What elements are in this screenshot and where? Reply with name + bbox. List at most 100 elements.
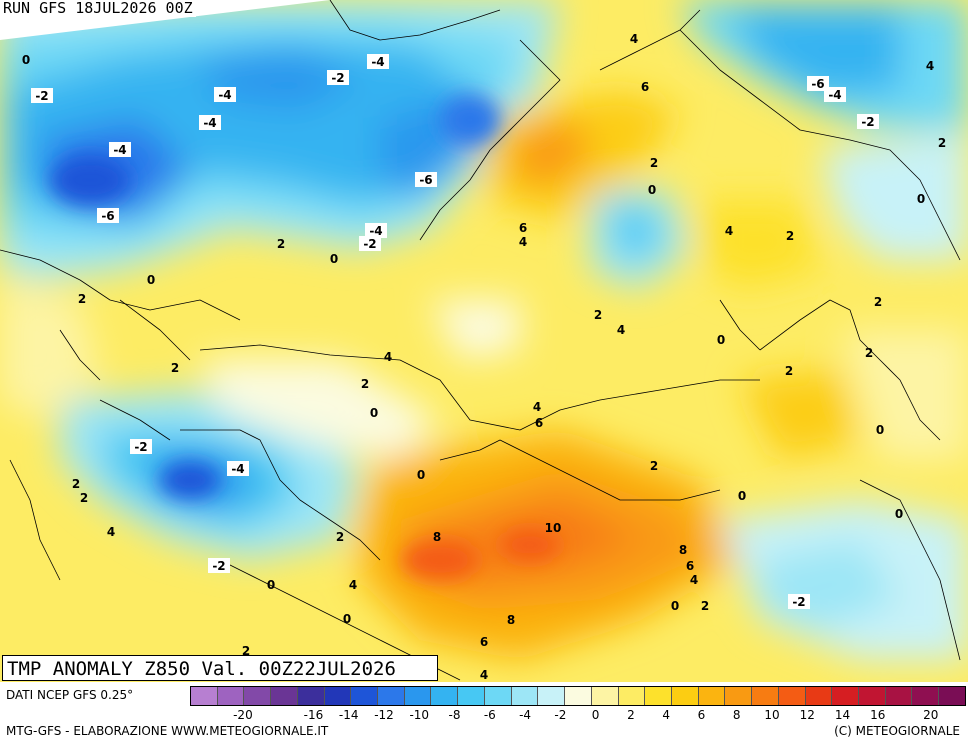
svg-text:0: 0 — [648, 183, 656, 197]
svg-text:-6: -6 — [419, 173, 432, 187]
anomaly-value-label: 2 — [171, 361, 179, 375]
svg-text:2: 2 — [171, 361, 179, 375]
anomaly-value-label: 10 — [545, 521, 562, 535]
svg-text:2: 2 — [78, 292, 86, 306]
anomaly-value-label: 2 — [336, 530, 344, 544]
anomaly-value-label: 0 — [330, 252, 338, 266]
svg-text:-2: -2 — [363, 237, 376, 251]
color-scale-label: 16 — [870, 708, 886, 722]
anomaly-value-label: -4 — [365, 223, 387, 238]
anomaly-value-label: -2 — [327, 70, 349, 85]
svg-text:6: 6 — [519, 221, 527, 235]
svg-text:0: 0 — [22, 53, 30, 67]
data-source: DATI NCEP GFS 0.25° — [6, 688, 134, 702]
color-scale-cell — [671, 687, 699, 705]
color-scale-label: 8 — [732, 708, 741, 722]
anomaly-value-label: -6 — [415, 172, 437, 187]
svg-text:10: 10 — [545, 521, 562, 535]
anomaly-value-label: -2 — [130, 439, 152, 454]
svg-text:2: 2 — [650, 459, 658, 473]
svg-text:0: 0 — [330, 252, 338, 266]
anomaly-value-label: 8 — [433, 530, 441, 544]
anomaly-value-label: -2 — [788, 594, 810, 609]
svg-text:0: 0 — [147, 273, 155, 287]
svg-text:4: 4 — [617, 323, 625, 337]
anomaly-value-label: 4 — [690, 573, 698, 587]
color-scale-label: -4 — [519, 708, 532, 722]
svg-text:2: 2 — [336, 530, 344, 544]
color-scale-cell — [378, 687, 405, 705]
svg-text:0: 0 — [917, 192, 925, 206]
anomaly-value-label: -2 — [31, 88, 53, 103]
anomaly-value-label: 4 — [725, 224, 733, 238]
anomaly-value-label: 0 — [917, 192, 925, 206]
svg-text:8: 8 — [507, 613, 515, 627]
color-scale-label: 20 — [923, 708, 939, 722]
color-scale-cell — [805, 687, 833, 705]
svg-text:-4: -4 — [369, 224, 382, 238]
anomaly-value-label: 2 — [865, 346, 873, 360]
color-scale-cell — [404, 687, 432, 705]
svg-text:8: 8 — [679, 543, 687, 557]
svg-text:6: 6 — [686, 559, 694, 573]
color-scale-cell — [217, 687, 245, 705]
anomaly-value-label: -4 — [824, 87, 846, 102]
svg-text:2: 2 — [701, 599, 709, 613]
anomaly-value-label: 2 — [78, 292, 86, 306]
svg-text:-4: -4 — [231, 462, 244, 476]
anomaly-value-label: 4 — [480, 668, 488, 682]
copyright-text: (C) METEOGIORNALE — [834, 724, 960, 738]
anomaly-value-label: -6 — [97, 208, 119, 223]
color-scale-labels: -20 -16 -14 -12 -10 -8 -6 -4 -2 0 2 4 6 8 10 12 14 16 20 — [190, 708, 966, 722]
run-label: RUN GFS 18JUL2026 00Z — [0, 0, 196, 17]
color-scale — [190, 686, 966, 706]
svg-text:2: 2 — [72, 477, 80, 491]
color-scale-cell — [591, 687, 619, 705]
color-scale-cell — [458, 687, 485, 705]
color-scale-label: 12 — [799, 708, 815, 722]
anomaly-value-label: 6 — [535, 416, 543, 430]
color-scale-cell — [191, 687, 218, 705]
svg-text:-2: -2 — [861, 115, 874, 129]
anomaly-value-label: 2 — [361, 377, 369, 391]
color-scale-cell — [511, 687, 539, 705]
anomaly-value-label: 0 — [370, 406, 378, 420]
color-scale-cell — [645, 687, 672, 705]
svg-text:6: 6 — [535, 416, 543, 430]
svg-text:-6: -6 — [101, 209, 114, 223]
anomaly-value-label: -4 — [199, 115, 221, 130]
anomaly-value-label: -2 — [208, 558, 230, 573]
color-scale-cell — [832, 687, 859, 705]
color-scale-cell — [324, 687, 352, 705]
anomaly-value-label: 2 — [786, 229, 794, 243]
anomaly-value-label: 4 — [107, 525, 115, 539]
svg-text:4: 4 — [533, 400, 541, 414]
color-scale-cell — [912, 687, 940, 705]
color-scale-label: -6 — [483, 708, 496, 722]
svg-text:2: 2 — [938, 136, 946, 150]
svg-text:2: 2 — [594, 308, 602, 322]
color-scale-label: -10 — [409, 708, 430, 722]
anomaly-value-label: -2 — [857, 114, 879, 129]
svg-text:0: 0 — [671, 599, 679, 613]
anomaly-value-label: 4 — [630, 32, 638, 46]
anomaly-value-label: 0 — [895, 507, 903, 521]
temperature-anomaly-map: 0 -2 -4 -2 -4 -4 4 6 -6 -4 4 -2 2 -4 -6 2 0 0 -6 -4 -2 2 0 6 4 4 2… — [0, 0, 968, 682]
anomaly-value-label: 4 — [384, 350, 392, 364]
svg-text:-4: -4 — [218, 88, 231, 102]
anomaly-value-label: 2 — [785, 364, 793, 378]
color-scale-label: -14 — [338, 708, 359, 722]
color-scale-cell — [538, 687, 566, 705]
anomaly-value-label: 0 — [648, 183, 656, 197]
svg-text:0: 0 — [717, 333, 725, 347]
anomaly-value-label: 2 — [650, 459, 658, 473]
anomaly-value-label: 0 — [267, 578, 275, 592]
svg-text:8: 8 — [433, 530, 441, 544]
anomaly-value-label: 4 — [519, 235, 527, 249]
svg-text:0: 0 — [417, 468, 425, 482]
color-scale-label: -20 — [233, 708, 253, 722]
map-title: TMP ANOMALY Z850 Val. 00Z22JUL2026 — [2, 655, 438, 681]
anomaly-value-label: 4 — [349, 578, 357, 592]
svg-text:4: 4 — [107, 525, 115, 539]
svg-text:2: 2 — [650, 156, 658, 170]
